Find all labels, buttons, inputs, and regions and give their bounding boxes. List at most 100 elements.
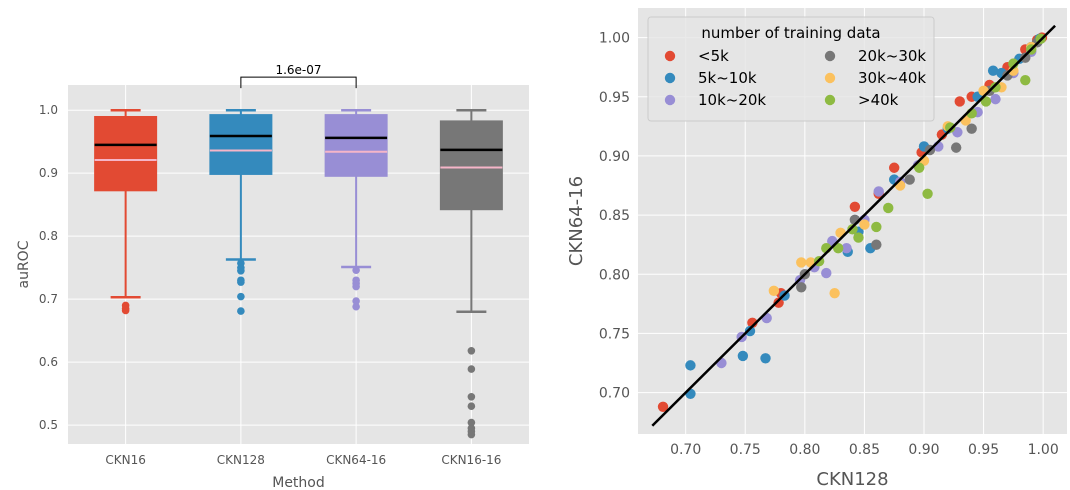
boxplot-marks xyxy=(94,108,503,439)
legend-item-40k: >40k xyxy=(824,91,899,109)
scatter-point xyxy=(990,93,1001,105)
scatter-point xyxy=(859,219,870,230)
scatter-point xyxy=(796,257,807,268)
outlier-point xyxy=(467,430,476,439)
legend-label: <5k xyxy=(698,47,729,65)
legend-items: <5k 5k~10k 10k~20k 20k~30k 30k~40k >40k xyxy=(664,47,926,109)
outlier-point xyxy=(467,392,476,401)
outlier-point xyxy=(352,282,360,291)
box-iqr xyxy=(94,115,158,192)
scatter-point xyxy=(883,202,894,214)
scatter-point xyxy=(737,350,749,362)
box-ckn64-16 xyxy=(324,108,388,311)
scatter-point xyxy=(954,96,965,107)
scatter-point xyxy=(841,243,852,254)
outlier-point xyxy=(237,278,245,286)
outlier-point xyxy=(467,418,476,427)
y-tick-label: 0.80 xyxy=(599,267,630,283)
scatter-point xyxy=(873,186,884,197)
y-tick-label: 1.0 xyxy=(39,103,58,117)
legend-label: 5k~10k xyxy=(698,69,757,87)
scatter-point xyxy=(849,201,861,212)
outlier-point xyxy=(352,266,360,274)
scatter-point xyxy=(773,297,784,308)
scatter-point xyxy=(966,123,977,134)
outlier-point xyxy=(467,365,476,373)
scatter-point xyxy=(950,142,962,153)
y-tick-label: 0.90 xyxy=(599,149,630,165)
x-tick-label: CKN64-16 xyxy=(326,453,386,467)
y-tick-label: 0.6 xyxy=(39,355,58,369)
box-iqr xyxy=(324,114,388,177)
scatter-point xyxy=(871,221,882,233)
legend-item-5k: <5k xyxy=(664,47,729,65)
scatter-point xyxy=(987,65,999,76)
scatter-point xyxy=(853,232,864,243)
scatter-point xyxy=(990,82,1001,93)
scatter-legend: number of training data <5k 5k~10k 10k~20k… xyxy=(647,16,935,122)
box-ckn16 xyxy=(94,108,158,315)
scatter-point xyxy=(657,401,669,412)
outlier-point xyxy=(467,346,476,355)
y-tick-label: 0.70 xyxy=(599,386,630,402)
scatter-point xyxy=(847,224,858,235)
legend-label: 30k~40k xyxy=(858,69,926,87)
boxplot-tick-labels: 0.5 0.6 0.7 0.8 0.9 1.0 CKN16 CKN128 CKN64-16 CKN… xyxy=(39,103,502,467)
scatter-point xyxy=(914,162,925,173)
legend-item-10k-20k: 10k~20k xyxy=(664,91,766,109)
outlier-point xyxy=(121,306,130,315)
boxplot-x-axis-label: Method xyxy=(272,475,325,490)
legend-item-20k-30k: 20k~30k xyxy=(824,47,926,65)
x-tick-label: 0.85 xyxy=(849,442,880,458)
outlier-point xyxy=(237,307,245,315)
box-iqr xyxy=(209,114,273,175)
significance-annotation: 1.6e-07 xyxy=(240,63,357,89)
legend-frame xyxy=(647,16,935,122)
x-tick-label: 0.80 xyxy=(789,442,820,458)
scatter-point xyxy=(871,239,882,250)
legend-label: >40k xyxy=(858,91,899,109)
x-tick-label: 1.00 xyxy=(1028,442,1059,458)
scatter-point xyxy=(768,285,780,297)
significance-p-value: 1.6e-07 xyxy=(275,63,321,77)
legend-label: 10k~20k xyxy=(698,91,766,109)
legend-label: 20k~30k xyxy=(858,47,926,65)
scatter-x-axis-label: CKN128 xyxy=(816,469,888,490)
identity-reference-line xyxy=(651,24,1056,427)
y-tick-label: 0.9 xyxy=(39,166,58,180)
y-tick-label: 0.75 xyxy=(599,326,630,342)
legend-marker xyxy=(824,94,836,106)
scatter-point xyxy=(829,287,840,299)
scatter-point xyxy=(685,360,696,371)
y-tick-label: 0.7 xyxy=(39,292,58,306)
outlier-point xyxy=(467,402,476,411)
scatter-point xyxy=(744,325,756,337)
scatter-point xyxy=(922,188,933,199)
legend-marker xyxy=(664,50,676,62)
scatter-point xyxy=(760,353,771,364)
scatter-point xyxy=(1020,74,1031,86)
scatter-tick-labels: 0.70 0.75 0.80 0.85 0.90 0.95 1.00 0.70 0.75 0.80… xyxy=(599,31,1059,458)
y-tick-label: 0.95 xyxy=(599,90,630,106)
scatter-point xyxy=(821,267,832,279)
box-ckn16-16 xyxy=(439,108,503,439)
outlier-point xyxy=(352,302,360,311)
boxplot-y-axis-label: auROC xyxy=(16,240,32,288)
significance-bracket xyxy=(240,76,357,89)
y-tick-label: 0.8 xyxy=(39,229,58,243)
y-tick-label: 1.00 xyxy=(599,31,630,47)
scatter-point xyxy=(889,162,900,173)
scatter-y-axis-label: CKN64-16 xyxy=(566,176,587,266)
x-tick-label: CKN128 xyxy=(217,453,265,467)
scatter-point xyxy=(796,282,807,293)
x-tick-label: 0.95 xyxy=(968,442,999,458)
x-tick-label: CKN16-16 xyxy=(441,453,501,467)
x-tick-label: 0.75 xyxy=(730,442,761,458)
outlier-point xyxy=(237,292,245,301)
y-tick-label: 0.5 xyxy=(39,418,58,432)
x-tick-label: CKN16 xyxy=(105,453,146,467)
outlier-point xyxy=(352,297,360,305)
scatter-point xyxy=(904,174,915,185)
legend-item-30k-40k: 30k~40k xyxy=(824,69,926,87)
